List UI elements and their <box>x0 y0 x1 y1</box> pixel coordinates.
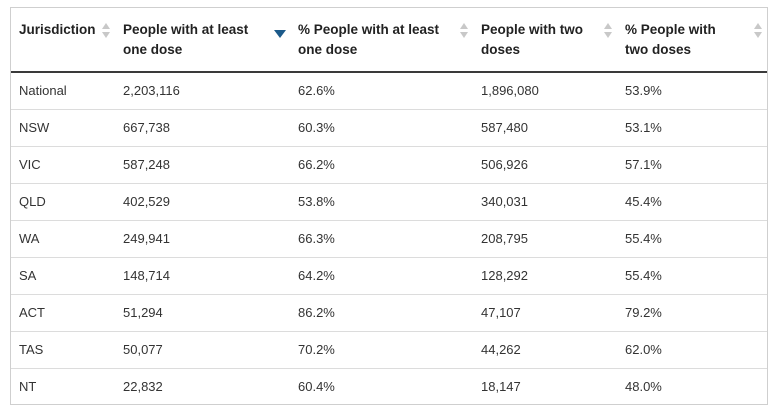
cell-one-dose: 50,077 <box>115 331 290 369</box>
cell-two-doses: 1,896,080 <box>473 72 617 110</box>
cell-one-dose: 249,941 <box>115 220 290 258</box>
cell-pct-two-doses: 48.0% <box>625 379 662 395</box>
table-row: QLD 402,529 53.8% 340,031 45.4% <box>11 183 767 221</box>
sort-icon[interactable] <box>101 23 111 41</box>
sort-icon[interactable] <box>753 23 763 41</box>
cell-jurisdiction: ACT <box>11 294 115 332</box>
sort-descending-icon[interactable] <box>274 30 286 38</box>
cell-jurisdiction: WA <box>11 220 115 258</box>
cell-pct-one-dose: 64.2% <box>290 257 473 295</box>
cell-pct-two-doses: 57.1% <box>617 146 767 184</box>
cell-pct-one-dose: 66.2% <box>290 146 473 184</box>
header-row: Jurisdiction People with at least one do… <box>11 8 767 73</box>
cell-pct-two-doses: 53.9% <box>617 72 767 110</box>
column-header-label: People with two doses <box>481 22 584 57</box>
cell-jurisdiction: VIC <box>11 146 115 184</box>
cell-pct-two-doses: 79.2% <box>617 294 767 332</box>
column-header-label: People with at least one dose <box>123 22 249 57</box>
column-header-label: % People with at least one dose <box>298 22 440 57</box>
cell-pct-two-doses: 55.4% <box>617 220 767 258</box>
cell-two-doses: 506,926 <box>473 146 617 184</box>
cell-pct-one-dose: 62.6% <box>290 72 473 110</box>
column-header-one-dose[interactable]: People with at least one dose <box>115 8 290 73</box>
table-row: TAS 50,077 70.2% 44,262 62.0% <box>11 331 767 369</box>
cell-two-doses: 18,147 <box>481 379 521 395</box>
table-row: WA 249,941 66.3% 208,795 55.4% <box>11 220 767 258</box>
cell-jurisdiction: NT <box>19 379 37 395</box>
cell-pct-one-dose: 86.2% <box>290 294 473 332</box>
cell-one-dose: 587,248 <box>115 146 290 184</box>
cell-pct-two-doses: 55.4% <box>617 257 767 295</box>
cell-pct-one-dose: 60.4% <box>298 379 335 395</box>
vaccination-table-container: Jurisdiction People with at least one do… <box>10 7 768 405</box>
cell-pct-two-doses: 62.0% <box>617 331 767 369</box>
cell-pct-one-dose: 53.8% <box>290 183 473 221</box>
sort-icon[interactable] <box>603 23 613 41</box>
table-row: National 2,203,116 62.6% 1,896,080 53.9% <box>11 72 767 110</box>
cell-jurisdiction: NSW <box>11 109 115 147</box>
cell-jurisdiction: TAS <box>11 331 115 369</box>
cell-jurisdiction: SA <box>11 257 115 295</box>
cell-two-doses: 587,480 <box>473 109 617 147</box>
cell-pct-two-doses: 45.4% <box>617 183 767 221</box>
cell-two-doses: 208,795 <box>473 220 617 258</box>
cell-one-dose: 402,529 <box>115 183 290 221</box>
table-row: SA 148,714 64.2% 128,292 55.4% <box>11 257 767 295</box>
cell-pct-one-dose: 60.3% <box>290 109 473 147</box>
table-row: ACT 51,294 86.2% 47,107 79.2% <box>11 294 767 332</box>
cell-one-dose: 2,203,116 <box>115 72 290 110</box>
column-header-pct-one-dose[interactable]: % People with at least one dose <box>290 8 473 73</box>
table-row: NSW 667,738 60.3% 587,480 53.1% <box>11 109 767 147</box>
column-header-jurisdiction[interactable]: Jurisdiction <box>11 8 115 73</box>
cell-two-doses: 340,031 <box>473 183 617 221</box>
column-header-label: % People with two doses <box>625 22 716 57</box>
vaccination-table: Jurisdiction People with at least one do… <box>11 8 767 405</box>
cell-jurisdiction: National <box>11 72 115 110</box>
cell-pct-two-doses: 53.1% <box>617 109 767 147</box>
sort-icon[interactable] <box>459 23 469 41</box>
cell-two-doses: 47,107 <box>473 294 617 332</box>
column-header-pct-two-doses[interactable]: % People with two doses <box>617 8 767 73</box>
cell-jurisdiction: QLD <box>11 183 115 221</box>
cell-two-doses: 128,292 <box>473 257 617 295</box>
cell-one-dose: 148,714 <box>115 257 290 295</box>
column-header-label: Jurisdiction <box>19 22 96 37</box>
cell-one-dose: 22,832 <box>123 379 163 395</box>
cell-pct-one-dose: 66.3% <box>290 220 473 258</box>
cell-one-dose: 667,738 <box>115 109 290 147</box>
column-header-two-doses[interactable]: People with two doses <box>473 8 617 73</box>
table-row: VIC 587,248 66.2% 506,926 57.1% <box>11 146 767 184</box>
cell-two-doses: 44,262 <box>473 331 617 369</box>
cell-one-dose: 51,294 <box>115 294 290 332</box>
table-row: NT 22,832 60.4% 18,147 48.0% <box>11 368 767 405</box>
cell-pct-one-dose: 70.2% <box>290 331 473 369</box>
